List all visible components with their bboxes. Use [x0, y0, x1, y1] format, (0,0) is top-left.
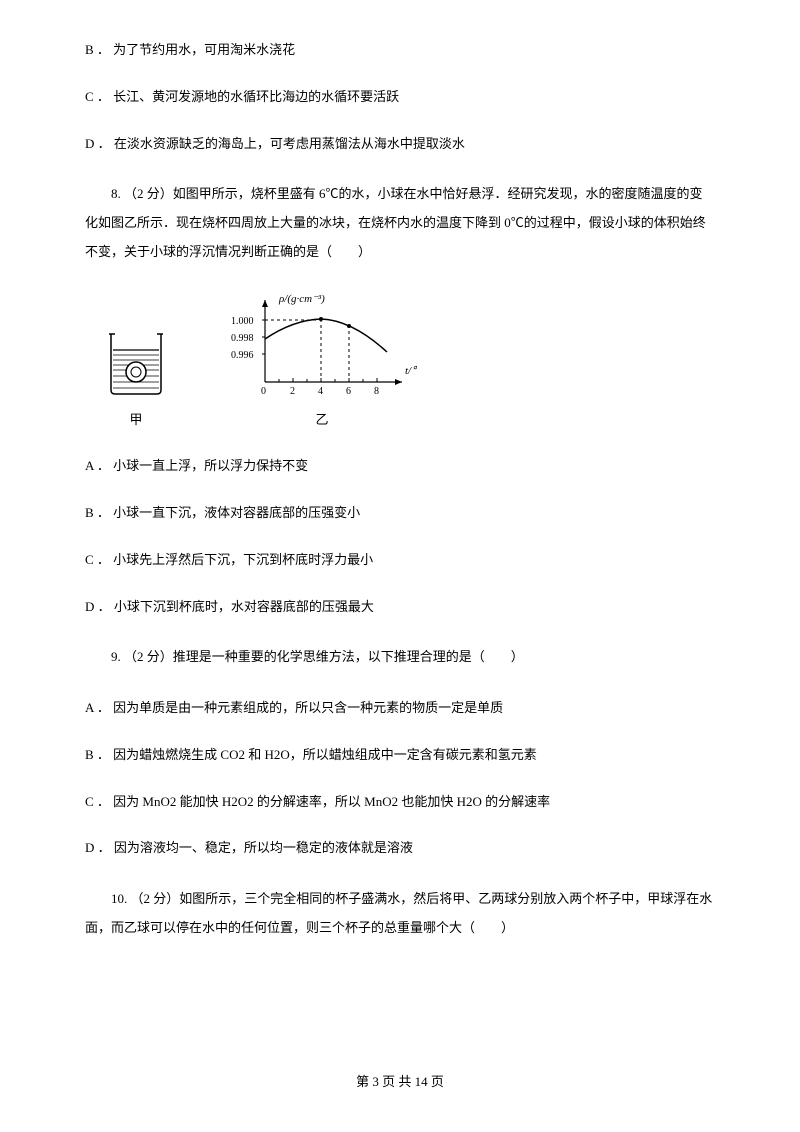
ytick-0998: 0.998 [231, 333, 254, 344]
y-axis-title: ρ/(g·cm⁻³) [278, 293, 325, 305]
ytick-1000: 1.000 [231, 316, 254, 327]
xtick-4: 4 [318, 386, 323, 397]
xtick-6: 6 [346, 386, 351, 397]
xtick-8: 8 [374, 386, 379, 397]
ytick-0996: 0.996 [231, 350, 254, 361]
figure-jia-label: 甲 [105, 409, 167, 428]
q8-figure: 甲 ρ/(g·cm⁻³) t/℃ 1.000 0.998 0.996 0 2 [105, 292, 715, 428]
q9-stem: 9. （2 分）推理是一种重要的化学思维方法，以下推理合理的是（ ） [85, 643, 715, 672]
q9-option-d: D ． 因为溶液均一、稳定，所以均一稳定的液体就是溶液 [85, 838, 715, 859]
q9-option-b: B ． 因为蜡烛燃烧生成 CO2 和 H2O，所以蜡烛组成中一定含有碳元素和氢元… [85, 745, 715, 766]
beaker-icon [105, 328, 167, 398]
q8-option-c: C ． 小球先上浮然后下沉，下沉到杯底时浮力最小 [85, 550, 715, 571]
figure-yi-label: 乙 [227, 409, 417, 428]
q8-stem: 8. （2 分）如图甲所示，烧杯里盛有 6℃的水，小球在水中恰好悬浮．经研究发现… [85, 180, 715, 266]
q7-option-c: C ． 长江、黄河发源地的水循环比海边的水循环要活跃 [85, 87, 715, 108]
q8-option-d: D ． 小球下沉到杯底时，水对容器底部的压强最大 [85, 597, 715, 618]
q9-option-a: A ． 因为单质是由一种元素组成的，所以只含一种元素的物质一定是单质 [85, 698, 715, 719]
q7-option-d: D ． 在淡水资源缺乏的海岛上，可考虑用蒸馏法从海水中提取淡水 [85, 134, 715, 155]
density-graph: ρ/(g·cm⁻³) t/℃ 1.000 0.998 0.996 0 2 4 6… [227, 292, 417, 402]
page-footer: 第 3 页 共 14 页 [0, 1071, 800, 1090]
q8-option-b: B ． 小球一直下沉，液体对容器底部的压强变小 [85, 503, 715, 524]
q7-option-b: B ． 为了节约用水，可用淘米水浇花 [85, 40, 715, 61]
q10-stem: 10. （2 分）如图所示，三个完全相同的杯子盛满水，然后将甲、乙两球分别放入两… [85, 885, 715, 942]
xtick-0: 0 [261, 386, 266, 397]
q8-option-a: A ． 小球一直上浮，所以浮力保持不变 [85, 456, 715, 477]
x-axis-title: t/℃ [405, 365, 417, 377]
xtick-2: 2 [290, 386, 295, 397]
q9-option-c: C ． 因为 MnO2 能加快 H2O2 的分解速率，所以 MnO2 也能加快 … [85, 792, 715, 813]
